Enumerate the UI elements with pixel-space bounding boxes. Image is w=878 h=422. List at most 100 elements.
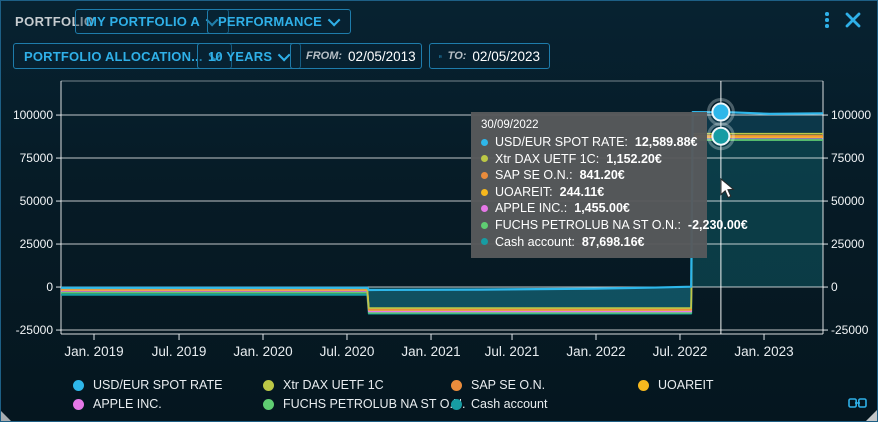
- y-axis-label-right: -25000: [831, 323, 869, 337]
- legend-item-label: APPLE INC.: [93, 397, 162, 411]
- tooltip-row: FUCHS PETROLUB NA ST O.N.: -2,230.00€: [481, 217, 748, 234]
- calendar-icon: [439, 54, 442, 58]
- y-axis-label-right: 25000: [831, 237, 865, 251]
- tooltip-row: Xtr DAX UETF 1C: 1,152.20€: [481, 151, 697, 168]
- link-icon[interactable]: [848, 396, 867, 414]
- resize-handle-right[interactable]: [866, 410, 877, 421]
- legend-item[interactable]: APPLE INC.: [73, 397, 222, 411]
- legend-color-dot: [451, 379, 462, 391]
- kebab-menu-icon[interactable]: [820, 12, 834, 32]
- from-date-value: 02/05/2013: [348, 48, 416, 64]
- series-color-dot: [481, 238, 488, 246]
- tooltip-row-value: 87,698.16€: [581, 234, 645, 249]
- chart-tooltip: 30/09/2022 USD/EUR SPOT RATE: 12,589.88€…: [471, 112, 748, 259]
- legend-item-label: UOAREIT: [658, 378, 714, 392]
- tooltip-row-label: APPLE INC.:: [495, 201, 568, 216]
- series-color-dot: [481, 221, 488, 229]
- legend-item[interactable]: Cash account: [451, 397, 547, 411]
- tooltip-row: Cash account: 87,698.16€: [481, 234, 697, 251]
- range-select-value: 10 YEARS: [208, 48, 273, 64]
- to-label: TO:: [447, 50, 467, 62]
- legend-item-label: USD/EUR SPOT RATE: [93, 378, 223, 392]
- y-axis-label-left: -25000: [16, 323, 54, 337]
- y-axis-label-right: 75000: [831, 151, 865, 165]
- legend-item[interactable]: SAP SE O.N.: [451, 378, 547, 392]
- tooltip-row-value: 1,455.00€: [574, 201, 630, 216]
- to-date-field[interactable]: TO: 02/05/2023: [429, 43, 550, 69]
- y-axis-label-left: 0: [46, 280, 53, 294]
- portfolio-select[interactable]: MY PORTFOLIO A: [75, 9, 230, 34]
- allocation-select-value: PORTFOLIO ALLOCATION...: [24, 48, 203, 64]
- y-axis-label-right: 0: [831, 280, 838, 294]
- legend-item-label: Cash account: [471, 397, 548, 411]
- tooltip-row: UOAREIT: 244.11€: [481, 184, 697, 201]
- area-fill-usd_eur: [61, 112, 823, 309]
- x-axis-label: Jul. 2021: [485, 344, 540, 359]
- legend-column: Xtr DAX UETF 1C FUCHS PETROLUB NA ST O.N.: [263, 378, 465, 411]
- legend-color-dot: [451, 398, 462, 410]
- tooltip-row-value: 12,589.88€: [634, 135, 698, 149]
- to-date-value: 02/05/2023: [472, 48, 540, 64]
- series-color-dot: [481, 155, 488, 163]
- y-axis-label-left: 25000: [20, 237, 54, 251]
- resize-handle-left[interactable]: [1, 411, 11, 421]
- tooltip-date: 30/09/2022: [481, 119, 539, 131]
- area-fill-cash: [61, 136, 823, 314]
- legend-color-dot: [263, 398, 274, 410]
- legend-item[interactable]: USD/EUR SPOT RATE: [73, 378, 222, 392]
- tooltip-row-value: 244.11€: [559, 184, 605, 199]
- portfolio-label: PORTFOLIO: [15, 14, 95, 29]
- x-axis-label: Jan. 2020: [233, 344, 292, 359]
- marker-cash[interactable]: [711, 126, 731, 146]
- tooltip-row-label: FUCHS PETROLUB NA ST O.N.:: [495, 217, 681, 232]
- legend-color-dot: [73, 398, 84, 410]
- view-select-value: PERFORMANCE: [218, 14, 323, 29]
- marker-usd_eur[interactable]: [711, 102, 731, 122]
- marker-halo-cash: [706, 122, 735, 151]
- y-axis-label-right: 100000: [831, 108, 871, 122]
- tooltip-row-label: Xtr DAX UETF 1C:: [495, 151, 600, 166]
- x-axis-label: Jul. 2022: [653, 344, 708, 359]
- tooltip-row-label: UOAREIT:: [495, 184, 553, 199]
- legend-item[interactable]: UOAREIT: [638, 378, 714, 392]
- tooltip-row-value: -2,230.00€: [687, 217, 748, 232]
- from-date-field[interactable]: FROM: 02/05/2013: [290, 43, 422, 69]
- legend-column: UOAREIT: [638, 378, 714, 392]
- legend-column: USD/EUR SPOT RATE APPLE INC.: [73, 378, 222, 411]
- tooltip-row-value: 841.20€: [579, 168, 625, 183]
- marker-halo-usd_eur: [706, 98, 735, 127]
- series-line-usd_eur[interactable]: [61, 110, 824, 292]
- tooltip-row: APPLE INC.: 1,455.00€: [481, 200, 697, 217]
- tooltip-row-label: SAP SE O.N.:: [495, 168, 573, 183]
- legend-item[interactable]: FUCHS PETROLUB NA ST O.N.: [263, 397, 465, 411]
- series-color-dot: [481, 171, 488, 179]
- range-select[interactable]: 10 YEARS: [197, 43, 302, 69]
- legend-item-label: SAP SE O.N.: [471, 378, 546, 392]
- x-axis-label: Jan. 2021: [401, 344, 460, 359]
- from-label: FROM:: [306, 50, 343, 62]
- x-axis-label: Jan. 2022: [566, 344, 625, 359]
- tooltip-row-value: 1,152.20€: [606, 151, 662, 166]
- tooltip-row: USD/EUR SPOT RATE: 12,589.88€: [481, 134, 697, 151]
- legend-color-dot: [638, 379, 649, 391]
- series-color-dot: [481, 205, 488, 213]
- x-axis-label: Jul. 2020: [320, 344, 375, 359]
- x-axis-label: Jan. 2019: [64, 344, 123, 359]
- x-axis-label: Jan. 2023: [734, 344, 793, 359]
- legend-item-label: FUCHS PETROLUB NA ST O.N.: [283, 397, 466, 411]
- y-axis-label-left: 50000: [20, 194, 54, 208]
- y-axis-label-right: 50000: [831, 194, 865, 208]
- y-axis-label-left: 100000: [13, 108, 53, 122]
- tooltip-row-label: USD/EUR SPOT RATE:: [495, 135, 628, 149]
- legend-color-dot: [73, 379, 84, 391]
- view-select[interactable]: PERFORMANCE: [207, 9, 352, 34]
- allocation-select[interactable]: PORTFOLIO ALLOCATION...: [13, 43, 232, 69]
- legend-color-dot: [263, 379, 274, 391]
- close-icon[interactable]: [844, 11, 862, 34]
- tooltip-row-label: Cash account:: [495, 234, 575, 249]
- legend-item-label: Xtr DAX UETF 1C: [283, 378, 384, 392]
- tooltip-row: SAP SE O.N.: 841.20€: [481, 167, 697, 184]
- legend-item[interactable]: Xtr DAX UETF 1C: [263, 378, 465, 392]
